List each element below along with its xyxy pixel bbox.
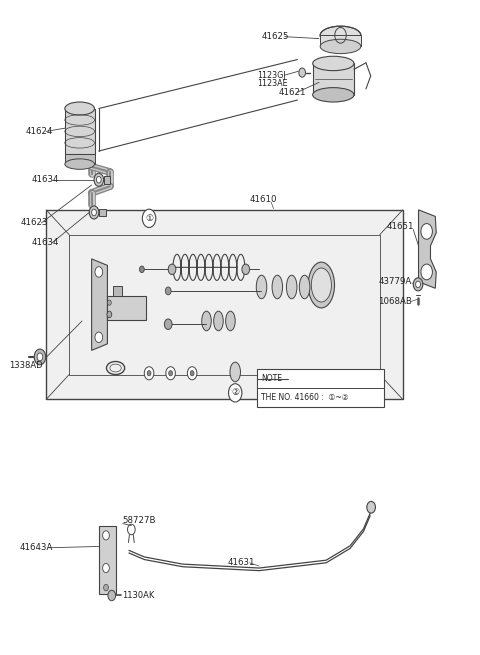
Circle shape xyxy=(242,264,250,274)
FancyBboxPatch shape xyxy=(104,176,110,183)
Circle shape xyxy=(165,287,171,295)
Circle shape xyxy=(89,206,99,219)
Circle shape xyxy=(187,367,197,380)
Circle shape xyxy=(416,281,420,288)
Text: THE NO. 41660 :  ①~②: THE NO. 41660 : ①~② xyxy=(261,393,348,402)
Text: 41643A: 41643A xyxy=(20,543,53,552)
Circle shape xyxy=(37,353,43,361)
Circle shape xyxy=(144,367,154,380)
Text: ①: ① xyxy=(145,214,153,223)
Text: 58727B: 58727B xyxy=(123,516,156,525)
Circle shape xyxy=(96,176,101,183)
Text: 1130AK: 1130AK xyxy=(122,591,155,600)
Text: 41634: 41634 xyxy=(32,176,60,184)
Ellipse shape xyxy=(312,56,354,71)
Text: 41624: 41624 xyxy=(25,127,53,136)
Ellipse shape xyxy=(214,311,223,331)
FancyBboxPatch shape xyxy=(99,525,116,594)
Ellipse shape xyxy=(202,311,211,331)
Ellipse shape xyxy=(308,262,335,308)
Circle shape xyxy=(164,319,172,329)
Circle shape xyxy=(421,223,432,239)
Circle shape xyxy=(140,266,144,272)
Text: ②: ② xyxy=(231,388,239,398)
Ellipse shape xyxy=(65,159,95,170)
Ellipse shape xyxy=(312,268,331,302)
FancyBboxPatch shape xyxy=(257,369,384,407)
Text: 1123GJ: 1123GJ xyxy=(257,71,286,80)
Text: 41623: 41623 xyxy=(21,218,48,227)
Ellipse shape xyxy=(300,275,310,299)
Ellipse shape xyxy=(256,275,267,299)
Ellipse shape xyxy=(312,88,354,102)
Text: 1123AE: 1123AE xyxy=(257,79,288,88)
FancyBboxPatch shape xyxy=(108,296,146,320)
Circle shape xyxy=(107,311,112,318)
Circle shape xyxy=(34,349,46,365)
Text: 41625: 41625 xyxy=(262,32,289,41)
Ellipse shape xyxy=(65,102,95,115)
Ellipse shape xyxy=(226,311,235,331)
Circle shape xyxy=(413,278,423,291)
Text: 43779A: 43779A xyxy=(379,277,412,286)
Ellipse shape xyxy=(272,275,283,299)
Circle shape xyxy=(103,563,109,572)
Text: 41621: 41621 xyxy=(278,88,306,97)
Circle shape xyxy=(168,264,176,274)
Circle shape xyxy=(108,300,111,305)
Circle shape xyxy=(92,209,96,215)
Circle shape xyxy=(166,367,175,380)
Text: 41631: 41631 xyxy=(228,558,255,567)
Text: 1068AB: 1068AB xyxy=(378,297,412,306)
Circle shape xyxy=(94,174,104,186)
Polygon shape xyxy=(92,259,108,350)
Text: 41651: 41651 xyxy=(386,221,414,231)
Polygon shape xyxy=(419,210,436,288)
Text: 1338AD: 1338AD xyxy=(9,361,43,370)
Circle shape xyxy=(143,209,156,227)
Circle shape xyxy=(95,332,103,343)
Circle shape xyxy=(299,68,305,77)
FancyBboxPatch shape xyxy=(312,64,354,95)
Ellipse shape xyxy=(287,275,297,299)
Circle shape xyxy=(103,531,109,540)
FancyBboxPatch shape xyxy=(320,35,361,47)
Circle shape xyxy=(108,590,116,601)
FancyBboxPatch shape xyxy=(99,208,106,216)
Ellipse shape xyxy=(320,26,361,45)
Circle shape xyxy=(421,264,432,280)
FancyBboxPatch shape xyxy=(46,210,403,400)
Circle shape xyxy=(367,501,375,513)
FancyBboxPatch shape xyxy=(113,286,122,296)
FancyBboxPatch shape xyxy=(65,109,95,155)
Circle shape xyxy=(95,267,103,277)
Text: 41610: 41610 xyxy=(250,195,277,204)
Text: NOTE: NOTE xyxy=(262,374,282,383)
Ellipse shape xyxy=(230,362,240,382)
Circle shape xyxy=(147,371,151,376)
Ellipse shape xyxy=(320,39,361,54)
Circle shape xyxy=(228,384,242,402)
Circle shape xyxy=(168,371,172,376)
Circle shape xyxy=(104,584,108,591)
Circle shape xyxy=(190,371,194,376)
FancyBboxPatch shape xyxy=(65,154,95,164)
Text: 41634: 41634 xyxy=(32,238,60,247)
